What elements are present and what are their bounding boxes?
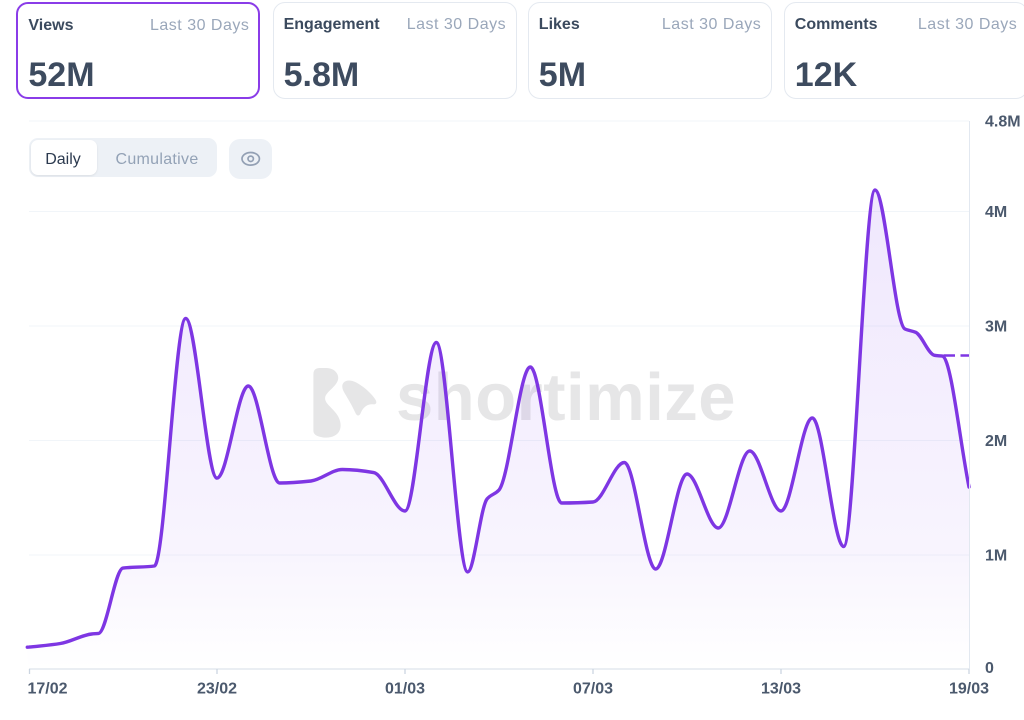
svg-text:0: 0 bbox=[985, 660, 994, 677]
svg-text:13/03: 13/03 bbox=[761, 681, 801, 698]
svg-text:23/02: 23/02 bbox=[197, 681, 237, 698]
svg-text:4.8M: 4.8M bbox=[985, 114, 1021, 131]
svg-text:3M: 3M bbox=[985, 319, 1007, 336]
svg-text:01/03: 01/03 bbox=[385, 681, 425, 698]
svg-text:19/03: 19/03 bbox=[949, 681, 989, 698]
svg-text:2M: 2M bbox=[985, 433, 1007, 450]
svg-text:07/03: 07/03 bbox=[573, 681, 613, 698]
svg-text:4M: 4M bbox=[985, 204, 1007, 221]
svg-text:1M: 1M bbox=[985, 548, 1007, 565]
svg-text:17/02: 17/02 bbox=[28, 681, 68, 698]
svg-text:shortimize: shortimize bbox=[396, 360, 736, 435]
